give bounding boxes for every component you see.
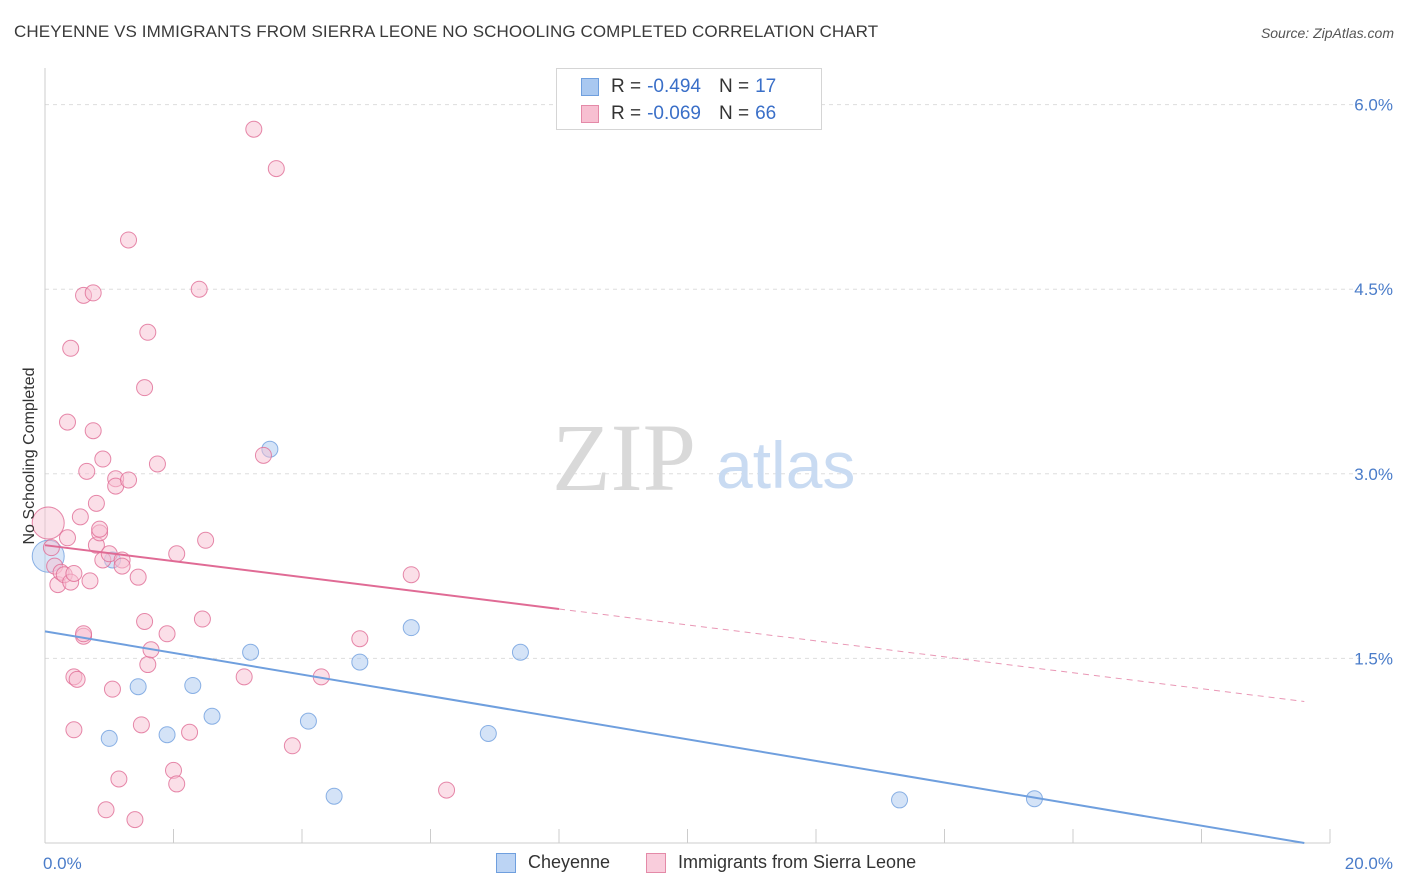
cheyenne-point — [325, 787, 343, 805]
sierra-leone-point — [65, 564, 83, 582]
cheyenne-point — [479, 724, 497, 742]
sierra-leone-point — [113, 557, 131, 575]
cheyenne-point — [203, 707, 221, 725]
legend-row-sierra-leone: R = -0.069 N = 66 — [581, 102, 776, 126]
legend-n-label: N = — [718, 103, 750, 124]
cheyenne-trend-line — [44, 630, 1305, 844]
sierra-leone-point — [136, 612, 154, 630]
bottom-legend-sierra-leone: Immigrants from Sierra Leone — [646, 852, 916, 873]
legend-swatch-cheyenne — [581, 78, 599, 96]
bottom-legend-swatch-sierra-leone — [646, 852, 666, 873]
bottom-legend-label-sierra-leone: Immigrants from Sierra Leone — [678, 852, 917, 872]
sierra-leone-point — [68, 670, 86, 688]
cheyenne-point — [100, 729, 118, 747]
y-tick-label: 4.5% — [1354, 280, 1393, 299]
sierra-leone-point — [402, 566, 420, 584]
bottom-legend-swatch-cheyenne — [496, 852, 516, 873]
sierra-leone-point — [254, 446, 272, 464]
sierra-leone-point — [168, 775, 186, 793]
sierra-leone-point — [139, 323, 157, 341]
cheyenne-point — [129, 678, 147, 696]
cheyenne-point — [299, 712, 317, 730]
sierra-leone-point — [139, 656, 157, 674]
sierra-leone-trend-line-extension — [558, 608, 1305, 702]
sierra-leone-point — [136, 379, 154, 397]
tick-layer: 1.5% 3.0% 4.5% 6.0% 0.0% 20.0% — [43, 96, 1393, 873]
cheyenne-point — [891, 791, 909, 809]
sierra-leone-point — [84, 284, 102, 302]
sierra-leone-point — [158, 625, 176, 643]
sierra-leone-point — [132, 716, 150, 734]
legend-r-label: R = — [611, 76, 642, 97]
sierra-leone-point — [62, 339, 80, 357]
sierra-leone-point — [71, 508, 89, 526]
sierra-leone-point — [87, 494, 105, 512]
sierra-leone-point — [81, 572, 99, 590]
trend-layer — [44, 544, 1305, 844]
legend-n-value: 66 — [755, 103, 777, 124]
sierra-leone-point — [438, 781, 456, 799]
correlation-legend: R = -0.494 N = 17 R = -0.069 N = 66 — [556, 68, 822, 130]
cheyenne-point — [402, 619, 420, 637]
sierra-leone-point — [58, 529, 76, 547]
bottom-legend-label-cheyenne: Cheyenne — [528, 852, 611, 872]
sierra-leone-point — [91, 520, 109, 538]
sierra-leone-point — [235, 668, 253, 686]
sierra-leone-point — [193, 610, 211, 628]
sierra-leone-point — [103, 680, 121, 698]
legend-swatch-sierra-leone — [581, 105, 599, 123]
bottom-legend-cheyenne: Cheyenne — [496, 852, 610, 873]
sierra-leone-trend-line — [44, 544, 560, 610]
legend-n-label: N = — [718, 76, 750, 97]
watermark-zip: ZIP — [552, 404, 696, 511]
sierra-leone-point — [97, 801, 115, 819]
sierra-leone-point — [84, 422, 102, 440]
cheyenne-point — [351, 653, 369, 671]
sierra-leone-point — [126, 811, 144, 829]
sierra-leone-point — [197, 531, 215, 549]
y-tick-label: 1.5% — [1354, 649, 1393, 668]
sierra-leone-point — [120, 471, 138, 489]
y-tick-label: 6.0% — [1354, 96, 1393, 115]
sierra-leone-point — [181, 723, 199, 741]
cheyenne-point — [242, 643, 260, 661]
sierra-leone-point — [267, 160, 285, 178]
sierra-leone-point — [168, 545, 186, 563]
legend-r-value: -0.494 — [647, 76, 701, 97]
cheyenne-point — [158, 726, 176, 744]
y-tick-label: 3.0% — [1354, 465, 1393, 484]
sierra-leone-point — [351, 630, 369, 648]
legend-r-value: -0.069 — [647, 103, 701, 124]
sierra-leone-point — [120, 231, 138, 249]
watermark-atlas: atlas — [716, 428, 855, 502]
legend-n-value: 17 — [755, 76, 777, 97]
legend-r-label: R = — [611, 103, 642, 124]
axis-layer — [44, 68, 1331, 844]
cheyenne-point — [511, 643, 529, 661]
points-layer — [31, 120, 1043, 829]
sierra-leone-point — [129, 568, 147, 586]
sierra-leone-point — [110, 770, 128, 788]
y-axis-label: No Schooling Completed — [21, 368, 38, 545]
sierra-leone-point — [58, 413, 76, 431]
sierra-leone-point — [65, 721, 83, 739]
sierra-leone-point — [94, 450, 112, 468]
sierra-leone-point — [31, 506, 65, 540]
sierra-leone-point — [190, 280, 208, 298]
sierra-leone-point — [148, 455, 166, 473]
x-tick-label: 0.0% — [43, 854, 82, 873]
sierra-leone-point — [283, 737, 301, 755]
chart-title: CHEYENNE VS IMMIGRANTS FROM SIERRA LEONE… — [14, 22, 879, 41]
sierra-leone-point — [78, 462, 96, 480]
sierra-leone-point — [245, 120, 263, 138]
grid-layer — [45, 104, 1365, 659]
source-label: Source: ZipAtlas.com — [1260, 25, 1394, 41]
cheyenne-point — [184, 676, 202, 694]
x-tick-label: 20.0% — [1345, 854, 1393, 873]
legend-row-cheyenne: R = -0.494 N = 17 — [581, 75, 776, 99]
